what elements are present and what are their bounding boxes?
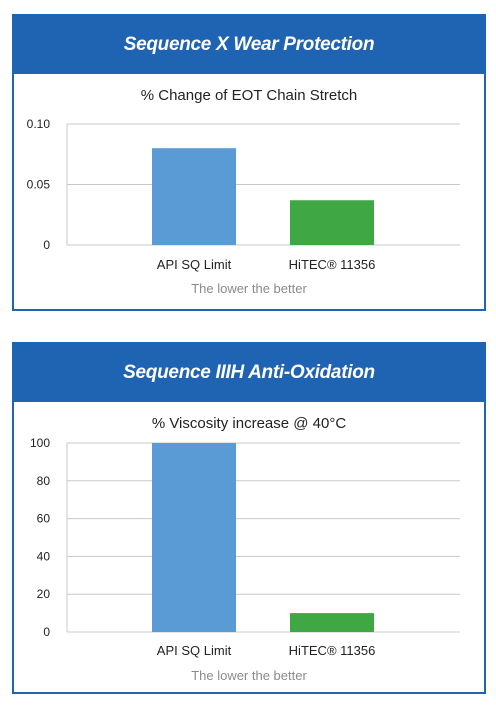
y-tick-label: 0.10 (27, 117, 51, 131)
panel-header: Sequence IIIH Anti-Oxidation (14, 344, 484, 402)
anti-oxidation-chart: % Viscosity increase @ 40°C 100 80 60 40 20 0 A… (30, 415, 460, 683)
footnote: The lower the better (191, 668, 307, 683)
anti-oxidation-panel: Sequence IIIH Anti-Oxidation % Viscosity… (12, 342, 486, 694)
category-label: HiTEC® 11356 (289, 643, 376, 658)
chart-area: % Viscosity increase @ 40°C 100 80 60 40 20 0 A… (14, 402, 484, 692)
category-label: API SQ Limit (157, 257, 232, 272)
wear-protection-chart: % Change of EOT Chain Stretch 0.10 0.05 0 AP… (27, 87, 460, 296)
bar (152, 443, 236, 632)
y-tick-label: 60 (37, 512, 51, 526)
bar (290, 613, 374, 632)
category-label: HiTEC® 11356 (289, 257, 376, 272)
bar (290, 200, 374, 245)
y-tick-label: 80 (37, 474, 51, 488)
y-tick-label: 20 (37, 587, 51, 601)
y-tick-label: 0 (43, 238, 50, 252)
panel-header: Sequence X Wear Protection (14, 16, 484, 74)
chart-title: % Change of EOT Chain Stretch (141, 87, 358, 104)
y-tick-label: 0.05 (27, 178, 51, 192)
category-label: API SQ Limit (157, 643, 232, 658)
y-tick-label: 0 (43, 625, 50, 639)
y-tick-label: 100 (30, 436, 50, 450)
chart-area: % Change of EOT Chain Stretch 0.10 0.05 0 AP… (14, 74, 484, 309)
chart-title: % Viscosity increase @ 40°C (152, 415, 347, 432)
footnote: The lower the better (191, 281, 307, 296)
bar (152, 148, 236, 245)
wear-protection-panel: Sequence X Wear Protection % Change of E… (12, 14, 486, 311)
y-tick-label: 40 (37, 549, 51, 563)
